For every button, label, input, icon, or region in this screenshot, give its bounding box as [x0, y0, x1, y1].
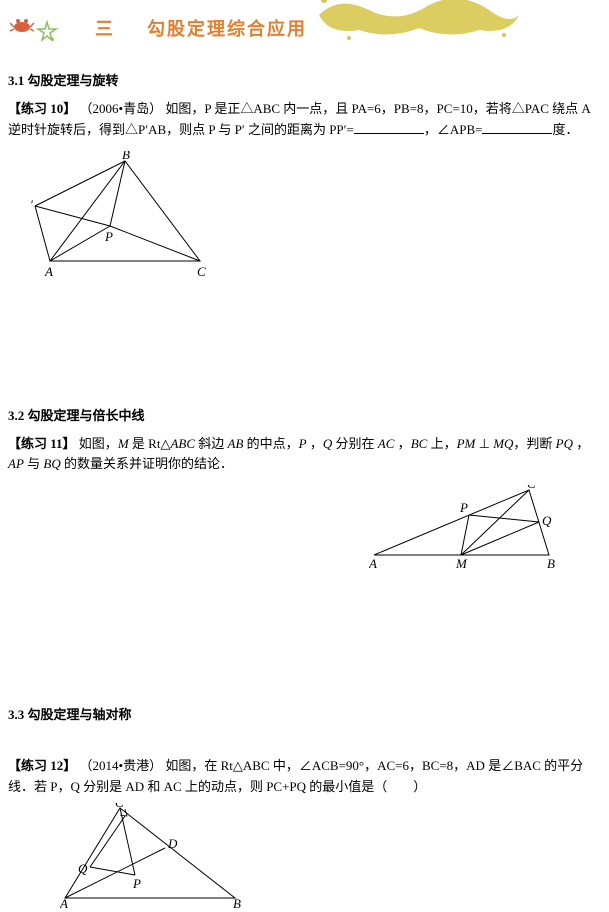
figure-10: A B C P P′ — [30, 151, 609, 285]
exercise-source: （2006•青岛） — [80, 101, 163, 116]
chapter-header: 三 勾股定理综合应用 — [0, 0, 609, 50]
svg-text:P′: P′ — [30, 197, 33, 212]
exercise-text-part-2: ，∠APB= — [424, 122, 483, 137]
exercise-text-part-3: 度． — [552, 122, 578, 137]
exercise-text: 如图，M 是 Rt△ABC 斜边 AB 的中点，P ，Q 分别在 AC ，BC … — [8, 436, 589, 472]
svg-text:A: A — [60, 896, 68, 908]
exercise-label: 【练习 12】 — [8, 758, 76, 773]
svg-text:P: P — [104, 229, 113, 244]
svg-text:B: B — [233, 896, 241, 908]
chapter-title-text: 勾股定理综合应用 — [147, 19, 307, 39]
section-title-3-3: 3.3 勾股定理与轴对称 — [8, 704, 609, 723]
svg-text:C: C — [197, 264, 206, 279]
exercise-label: 【练习 11】 — [8, 436, 76, 451]
svg-text:M: M — [455, 556, 468, 570]
blank-2 — [482, 121, 552, 134]
svg-text:B: B — [547, 556, 555, 570]
svg-text:C: C — [527, 485, 536, 491]
section-title-3-1: 3.1 勾股定理与旋转 — [8, 70, 609, 89]
crab-icon — [10, 15, 35, 39]
figure-12: A B C D P Q — [60, 803, 609, 912]
star-icon — [35, 20, 60, 49]
svg-text:A: A — [44, 264, 53, 279]
svg-text:Q: Q — [78, 861, 88, 876]
exercise-10: 【练习 10】 （2006•青岛） 如图，P 是正△ABC 内一点，且 PA=6… — [8, 99, 601, 141]
svg-text:P: P — [132, 876, 141, 891]
svg-text:C: C — [115, 803, 124, 810]
svg-text:Q: Q — [542, 513, 552, 528]
section-title-3-2: 3.2 勾股定理与倍长中线 — [8, 405, 609, 424]
blank-1 — [354, 121, 424, 134]
svg-text:P: P — [459, 500, 468, 515]
figure-11: A B C M P Q — [0, 485, 609, 574]
exercise-11: 【练习 11】 如图，M 是 Rt△ABC 斜边 AB 的中点，P ，Q 分别在… — [8, 434, 601, 476]
svg-text:A: A — [369, 556, 377, 570]
chapter-title: 三 勾股定理综合应用 — [95, 15, 307, 41]
svg-text:D: D — [167, 836, 178, 851]
chapter-number: 三 — [95, 19, 115, 39]
svg-text:B: B — [122, 151, 130, 162]
exercise-label: 【练习 10】 — [8, 101, 76, 116]
exercise-12: 【练习 12】 （2014•贵港） 如图，在 Rt△ABC 中，∠ACB=90°… — [8, 756, 601, 798]
splash-decoration-icon — [309, 0, 529, 49]
exercise-source: （2014•贵港） — [80, 758, 163, 773]
